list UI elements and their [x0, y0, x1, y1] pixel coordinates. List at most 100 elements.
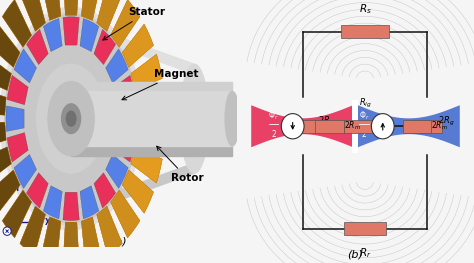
Text: Stator: Stator [103, 7, 165, 40]
Polygon shape [63, 192, 79, 221]
Polygon shape [20, 206, 46, 255]
Polygon shape [131, 54, 162, 90]
Polygon shape [7, 75, 28, 105]
Polygon shape [97, 0, 122, 31]
FancyBboxPatch shape [288, 120, 319, 133]
FancyBboxPatch shape [411, 120, 442, 133]
FancyBboxPatch shape [315, 120, 344, 133]
Text: $2R_m$: $2R_m$ [431, 120, 448, 133]
Polygon shape [82, 0, 102, 21]
Circle shape [3, 227, 11, 235]
Polygon shape [63, 0, 79, 15]
Polygon shape [71, 146, 232, 156]
Text: $2R_g$: $2R_g$ [438, 114, 455, 128]
Polygon shape [0, 170, 20, 213]
Ellipse shape [5, 15, 137, 222]
Text: X: X [45, 218, 51, 227]
Text: $\Phi_r$: $\Phi_r$ [268, 109, 279, 122]
Ellipse shape [66, 111, 76, 126]
Polygon shape [40, 0, 61, 21]
Polygon shape [71, 82, 232, 92]
FancyBboxPatch shape [344, 120, 386, 133]
Polygon shape [40, 217, 61, 263]
Text: $2R_g$: $2R_g$ [318, 114, 334, 128]
Polygon shape [97, 206, 122, 255]
Polygon shape [0, 24, 20, 67]
Polygon shape [71, 163, 194, 218]
Polygon shape [114, 75, 135, 105]
FancyBboxPatch shape [403, 120, 431, 133]
Polygon shape [63, 222, 79, 263]
Polygon shape [110, 0, 140, 47]
Polygon shape [20, 206, 46, 255]
Polygon shape [136, 122, 166, 149]
Polygon shape [94, 29, 116, 65]
Text: Rotor: Rotor [157, 146, 203, 183]
Text: $2$: $2$ [271, 128, 277, 139]
Polygon shape [110, 190, 140, 238]
Polygon shape [0, 88, 6, 115]
Polygon shape [0, 147, 11, 183]
Polygon shape [14, 49, 36, 83]
Ellipse shape [62, 104, 81, 134]
Polygon shape [43, 18, 62, 52]
Polygon shape [114, 133, 135, 162]
Text: $R_r$: $R_r$ [359, 246, 371, 260]
Polygon shape [82, 0, 102, 21]
Polygon shape [71, 92, 232, 146]
Polygon shape [131, 54, 162, 90]
Polygon shape [43, 186, 62, 219]
Polygon shape [97, 206, 122, 255]
Polygon shape [82, 217, 102, 263]
Ellipse shape [48, 82, 94, 156]
Polygon shape [80, 18, 99, 52]
Polygon shape [63, 17, 79, 45]
Text: Y: Y [14, 184, 19, 193]
Polygon shape [97, 0, 122, 31]
Polygon shape [80, 186, 99, 219]
Circle shape [282, 114, 304, 139]
Text: Magnet: Magnet [122, 69, 199, 100]
Polygon shape [0, 24, 20, 67]
Polygon shape [40, 217, 61, 263]
Polygon shape [63, 0, 79, 15]
Polygon shape [122, 24, 154, 67]
Circle shape [372, 114, 394, 139]
Ellipse shape [36, 64, 105, 173]
Bar [352, 100, 358, 153]
Text: $R_s$: $R_s$ [358, 2, 372, 16]
Polygon shape [0, 54, 11, 90]
Polygon shape [136, 88, 166, 115]
Polygon shape [136, 88, 166, 115]
Polygon shape [106, 49, 128, 83]
Text: (b): (b) [347, 250, 364, 260]
Text: $2$: $2$ [361, 128, 367, 139]
Polygon shape [0, 122, 6, 149]
Polygon shape [94, 173, 116, 208]
Polygon shape [122, 170, 154, 213]
Text: $R_{lg}$: $R_{lg}$ [358, 97, 372, 110]
Polygon shape [0, 147, 11, 183]
Text: (a): (a) [111, 237, 126, 247]
Polygon shape [2, 190, 32, 238]
Polygon shape [40, 0, 61, 21]
Polygon shape [0, 122, 6, 149]
Polygon shape [27, 29, 48, 65]
Polygon shape [251, 105, 353, 147]
Ellipse shape [5, 12, 137, 225]
Polygon shape [122, 24, 154, 67]
Polygon shape [131, 147, 162, 183]
Polygon shape [2, 0, 32, 47]
Polygon shape [110, 190, 140, 238]
Polygon shape [20, 0, 46, 31]
Polygon shape [20, 0, 46, 31]
Polygon shape [82, 217, 102, 263]
Polygon shape [106, 154, 128, 189]
Polygon shape [6, 106, 24, 132]
FancyBboxPatch shape [341, 25, 389, 38]
Polygon shape [0, 88, 6, 115]
Polygon shape [122, 170, 154, 213]
Text: $2R_m$: $2R_m$ [344, 120, 361, 133]
Ellipse shape [225, 92, 239, 146]
FancyBboxPatch shape [344, 222, 386, 235]
